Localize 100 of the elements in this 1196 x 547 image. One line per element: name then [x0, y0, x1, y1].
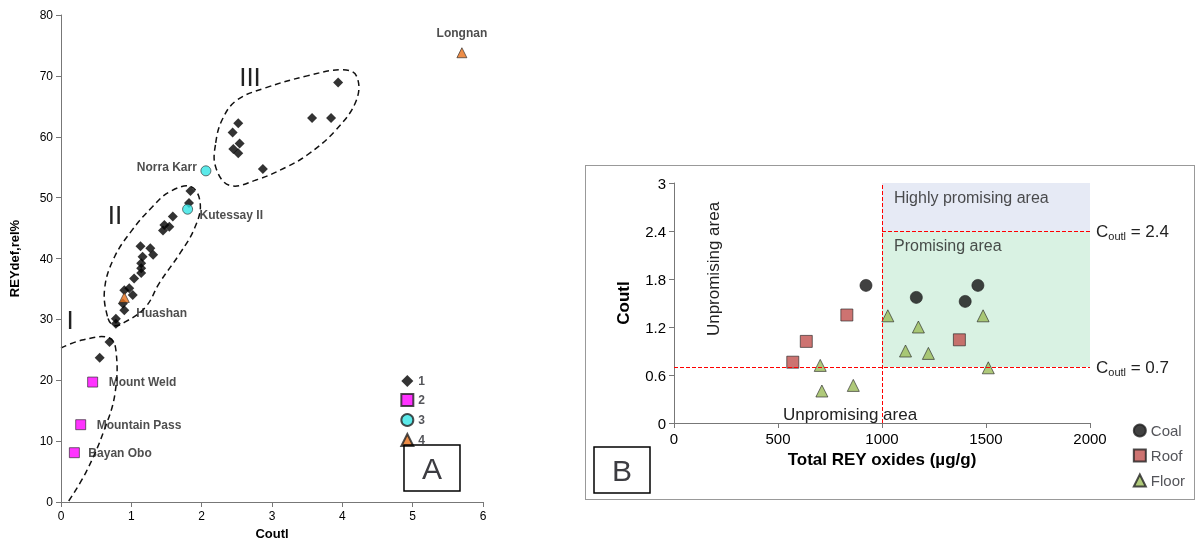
point [75, 419, 87, 431]
point [137, 251, 148, 262]
point [899, 344, 912, 358]
legend-label: Floor [1150, 472, 1186, 489]
point [859, 279, 873, 292]
x-tick-label: 1000 [865, 430, 899, 447]
point [958, 295, 972, 308]
y-tick-label: 30 [39, 312, 54, 327]
annotation: Unpromising area [703, 201, 723, 337]
point [104, 336, 115, 347]
annotation: II [107, 200, 123, 230]
point [307, 112, 318, 123]
point [127, 290, 138, 301]
point [118, 292, 130, 303]
point [94, 352, 105, 363]
point [786, 355, 800, 369]
annotation: Mount Weld [108, 375, 177, 390]
band-label: Promising area [894, 236, 1002, 254]
x-tick-label: 2 [198, 509, 206, 523]
point [233, 118, 244, 129]
y-tick-label: 10 [39, 434, 54, 449]
y-tick-label: 20 [39, 373, 54, 388]
y-tick-label: 50 [39, 190, 54, 205]
point [228, 143, 239, 154]
x-tick-label: 5 [409, 509, 417, 523]
point [119, 305, 130, 316]
legend-label: 3 [418, 413, 426, 427]
point [68, 447, 80, 459]
point [129, 273, 140, 284]
point [185, 185, 196, 196]
x-axis-title: Coutl [255, 525, 289, 541]
point [912, 320, 925, 334]
x-tick-label: 4 [338, 509, 346, 523]
point [813, 359, 827, 372]
y-tick-label: 3 [657, 174, 666, 192]
point [87, 376, 99, 388]
y-axis-title: REYdef,rel% [7, 219, 22, 298]
y-tick-label: 2.4 [645, 222, 666, 240]
legend-label: 1 [418, 374, 426, 388]
x-tick-label: 0 [57, 509, 65, 523]
annotation: I [66, 305, 74, 335]
x-tick-label: 2000 [1073, 430, 1107, 447]
point [233, 148, 244, 159]
point [200, 165, 212, 177]
point [148, 249, 159, 260]
point [257, 164, 268, 175]
annotation: Norra Karr [136, 159, 198, 174]
point [326, 112, 337, 123]
point [110, 318, 121, 329]
annotation: Mountain Pass [96, 417, 182, 432]
point [976, 309, 990, 323]
annotation: Unpromising area [782, 404, 918, 424]
point [952, 333, 966, 347]
annotation: Huashan [136, 306, 187, 321]
y-tick-label: 0 [657, 414, 666, 432]
point [182, 203, 193, 215]
point [136, 268, 147, 279]
point [234, 138, 245, 149]
legend-label: 2 [418, 393, 426, 407]
point [333, 77, 344, 88]
legend-label: Roof [1150, 447, 1184, 464]
point [456, 47, 468, 59]
point [799, 335, 813, 348]
x-axis-title: Total REY oxides (µg/g) [787, 449, 977, 469]
point [227, 127, 238, 138]
legend-label: Coal [1150, 422, 1182, 439]
x-tick-label: 6 [479, 509, 487, 523]
y-tick-label: 40 [39, 251, 54, 266]
point [167, 211, 178, 222]
point [145, 243, 156, 254]
y-tick-label: 0 [46, 495, 54, 509]
point [846, 379, 860, 392]
x-tick-label: 1500 [969, 430, 1003, 447]
point [971, 279, 985, 292]
y-tick-label: 60 [39, 129, 54, 144]
point [981, 361, 995, 375]
y-tick-label: 1.8 [645, 270, 666, 288]
y-tick-label: 80 [39, 8, 54, 22]
point [157, 225, 168, 236]
band-label: Highly promising area [894, 188, 1049, 206]
y-tick-label: 70 [39, 68, 54, 83]
x-tick-label: 0 [669, 430, 679, 447]
x-tick-label: 3 [268, 509, 276, 523]
annotation: A [421, 451, 443, 485]
y-tick-label: 0.6 [645, 366, 666, 384]
point [164, 221, 175, 232]
y-axis-title: Coutl [614, 281, 633, 325]
x-tick-label: 500 [765, 430, 791, 447]
point [921, 347, 935, 360]
point [135, 241, 146, 252]
point [815, 384, 829, 398]
point [881, 309, 895, 323]
point [909, 291, 923, 304]
annotation: Bayan Obo [88, 445, 152, 460]
annotation: Kutessay II [199, 208, 263, 223]
annotation: Longnan [436, 25, 488, 40]
y-tick-label: 1.2 [645, 318, 666, 336]
x-tick-label: 1 [127, 509, 135, 523]
point [840, 308, 854, 322]
text: B [612, 453, 633, 487]
